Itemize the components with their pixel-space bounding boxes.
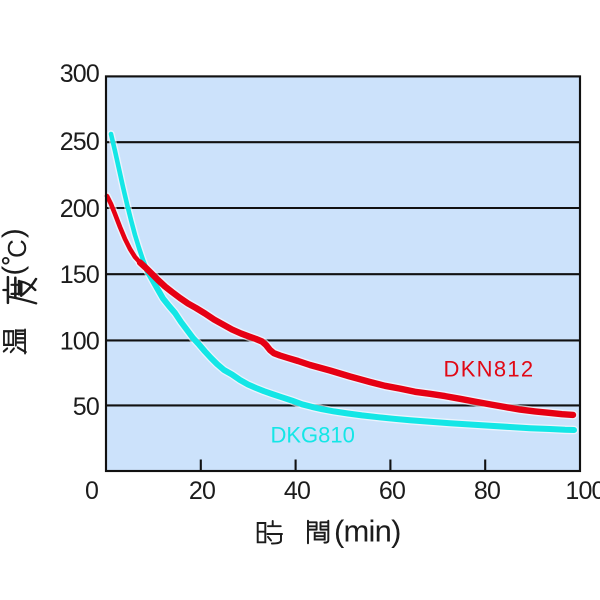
svg-text:150: 150 [60, 261, 99, 289]
svg-text:C: C [2, 239, 32, 258]
svg-text:20: 20 [189, 477, 215, 505]
svg-text:80: 80 [474, 477, 500, 505]
svg-text:(: ( [0, 266, 30, 276]
svg-text:40: 40 [284, 477, 310, 505]
svg-text:100: 100 [565, 477, 600, 505]
svg-text:300: 300 [60, 60, 99, 88]
svg-text:0: 0 [85, 477, 98, 505]
svg-text:200: 200 [60, 195, 99, 223]
svg-text:50: 50 [73, 393, 99, 421]
svg-text:250: 250 [60, 128, 99, 156]
svg-text:DKN812: DKN812 [444, 357, 535, 382]
svg-text:60: 60 [379, 477, 405, 505]
svg-text:): ) [0, 228, 30, 238]
svg-text:100: 100 [60, 328, 99, 356]
svg-text:DKG810: DKG810 [271, 423, 355, 448]
svg-text:(min): (min) [334, 514, 401, 549]
